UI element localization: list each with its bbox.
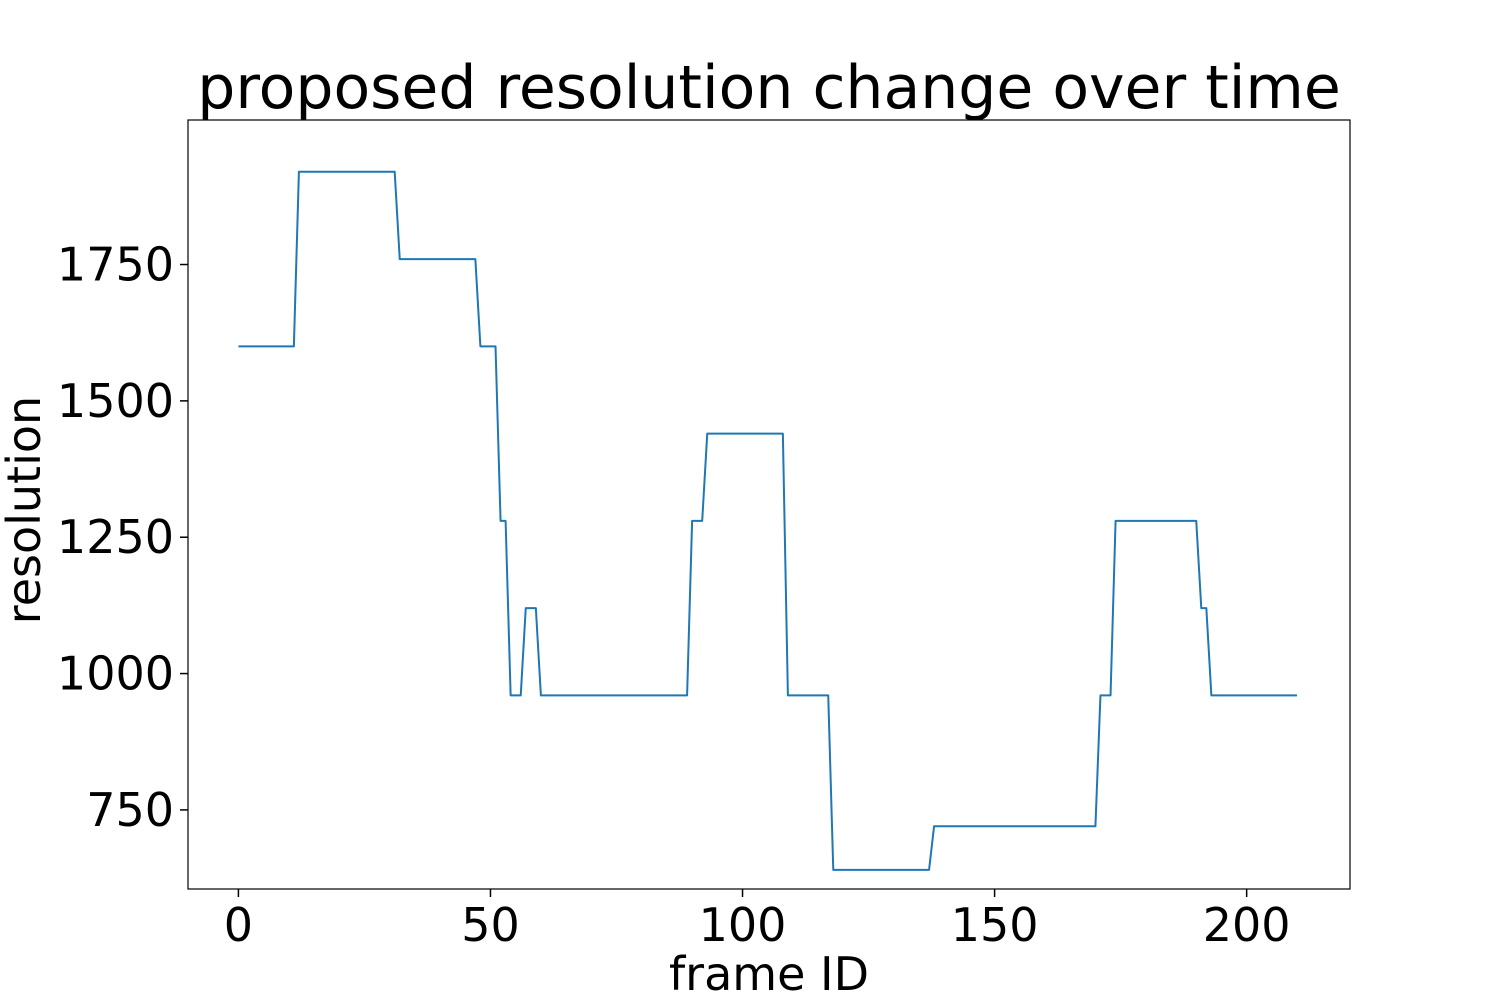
series-line-0 — [238, 170, 1298, 871]
y-axis-label: resolution — [0, 396, 51, 624]
x-axis: 0 50 100 150 200 — [224, 889, 1291, 952]
series-layer — [238, 170, 1298, 871]
x-axis-label: frame ID — [669, 947, 869, 1000]
y-tick-label: 1000 — [57, 647, 174, 701]
chart-title: proposed resolution change over time — [197, 53, 1341, 123]
x-tick-label: 0 — [224, 898, 253, 952]
y-tick-label: 1250 — [57, 510, 174, 564]
x-tick-label: 150 — [951, 898, 1039, 952]
y-tick-label: 1750 — [57, 238, 174, 292]
y-tick-label: 1500 — [57, 374, 174, 428]
x-tick-label: 50 — [461, 898, 520, 952]
x-tick-label: 100 — [699, 898, 787, 952]
y-axis: 750 1000 1250 1500 1750 — [57, 238, 188, 837]
plot-frame — [187, 119, 1351, 890]
x-tick-label: 200 — [1203, 898, 1291, 952]
y-tick-label: 750 — [86, 783, 174, 837]
plot-area — [187, 119, 1351, 890]
